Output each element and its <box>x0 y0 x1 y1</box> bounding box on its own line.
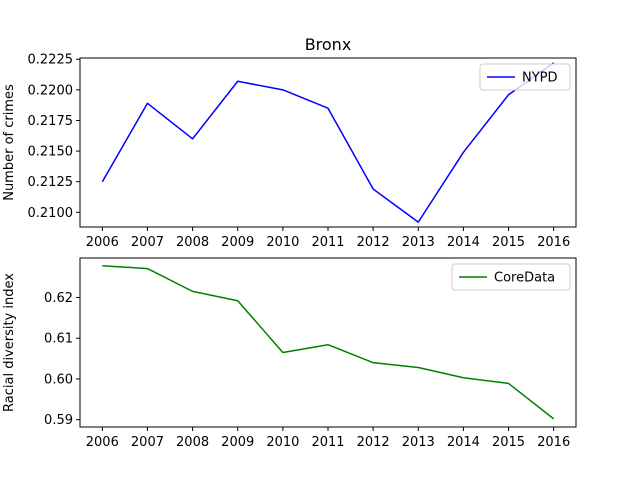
x-tick-label: 2007 <box>131 235 164 250</box>
x-tick-label: 2012 <box>357 235 390 250</box>
x-tick-label: 2007 <box>131 435 164 450</box>
x-tick-label: 2012 <box>357 435 390 450</box>
x-tick-label: 2014 <box>447 235 480 250</box>
y-tick-label: 0.2100 <box>28 206 74 221</box>
y-tick-label: 0.2200 <box>28 83 74 98</box>
x-tick-label: 2010 <box>266 235 299 250</box>
x-tick-label: 2011 <box>311 235 344 250</box>
legend <box>479 63 571 91</box>
x-tick-label: 2006 <box>86 235 119 250</box>
x-tick-label: 2009 <box>221 435 254 450</box>
x-tick-label: 2015 <box>492 435 525 450</box>
bottom-chart: 2006 2007 2008 2009 2010 2011 2012 2013 2014 2015… <box>2 257 577 450</box>
y-tick-label: 0.60 <box>44 372 73 387</box>
y-axis-label: Racial diversity index <box>2 273 17 412</box>
legend <box>451 263 571 291</box>
x-tick-label: 2016 <box>537 235 570 250</box>
x-tick-label: 2013 <box>402 235 435 250</box>
y-tick-label: 0.2175 <box>28 114 74 129</box>
y-tick-label: 0.62 <box>44 291 73 306</box>
y-tick-label: 0.59 <box>44 413 73 428</box>
y-tick-label: 0.2150 <box>28 145 74 160</box>
x-tick-label: 2015 <box>492 235 525 250</box>
y-axis-label: Number of crimes <box>2 84 17 201</box>
x-tick-label: 2013 <box>402 435 435 450</box>
y-tick-label: 0.2125 <box>28 175 74 190</box>
x-tick-label: 2010 <box>266 435 299 450</box>
x-tick-label: 2008 <box>176 235 209 250</box>
x-tick-label: 2009 <box>221 235 254 250</box>
top-chart: 2006 2007 2008 2009 2010 2011 2012 2013 2014 2015… <box>2 53 577 250</box>
legend-label: CoreData <box>494 271 555 286</box>
x-tick-label: 2006 <box>86 435 119 450</box>
x-tick-label: 2016 <box>537 435 570 450</box>
x-tick-label: 2011 <box>311 435 344 450</box>
x-tick-label: 2008 <box>176 435 209 450</box>
x-tick-label: 2014 <box>447 435 480 450</box>
legend-label: NYPD <box>522 71 558 86</box>
chart-title: Bronx <box>305 35 352 54</box>
y-tick-label: 0.2225 <box>28 53 74 68</box>
y-tick-label: 0.61 <box>44 332 73 347</box>
